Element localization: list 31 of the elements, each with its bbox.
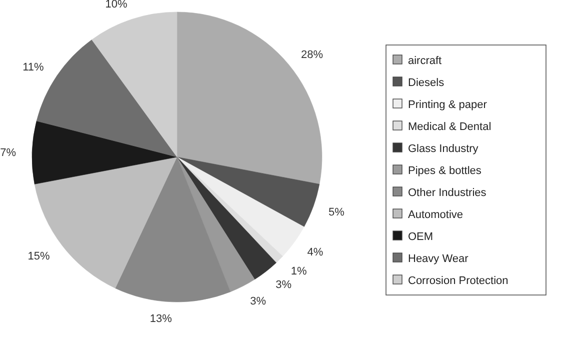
pie-slice: [176, 156, 320, 228]
data-label: 11%: [22, 61, 44, 74]
pie-slice: [115, 156, 231, 302]
pie-slice: [176, 12, 322, 184]
data-label: 28%: [301, 49, 324, 62]
pie-slice: [176, 156, 304, 256]
legend-label: Heavy Wear: [408, 252, 469, 265]
data-label: 5%: [328, 206, 345, 218]
pie-slice: [176, 156, 283, 263]
legend-label: Corrosion Protection: [408, 274, 508, 287]
data-label: 7%: [0, 146, 16, 159]
legend-label: Pipes & bottles: [408, 164, 482, 177]
data-label: 3%: [250, 295, 266, 308]
pie-slice: [32, 120, 178, 184]
data-label: 3%: [276, 279, 292, 292]
pie-slice: [176, 156, 255, 292]
legend-label: Medical & Dental: [408, 120, 492, 133]
legend-label: aircraft: [408, 54, 442, 67]
legend-label: Printing & paper: [408, 98, 488, 111]
data-label: 10%: [105, 0, 128, 11]
legend-label: Automotive: [408, 208, 464, 221]
data-label: 1%: [290, 266, 307, 278]
legend-label: Glass Industry: [408, 142, 479, 155]
data-label: 13%: [150, 312, 172, 325]
legend-label: Diesels: [408, 76, 445, 89]
legend-label: OEM: [408, 230, 434, 243]
data-label: 4%: [307, 246, 324, 258]
legend-label: Other Industries: [408, 186, 487, 199]
data-label: 15%: [28, 250, 50, 263]
pie-slice: [92, 12, 178, 158]
pie-slice: [176, 156, 276, 280]
